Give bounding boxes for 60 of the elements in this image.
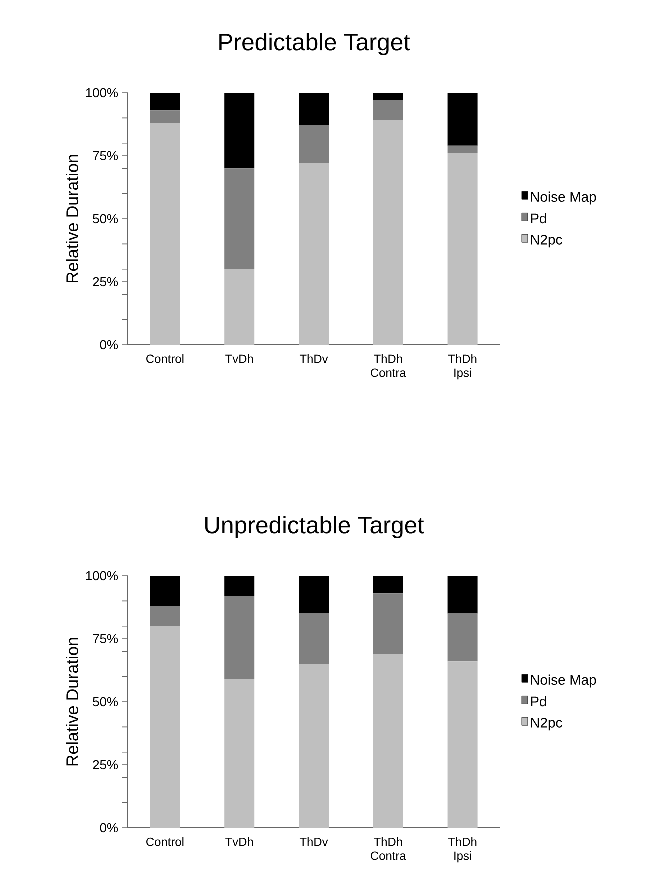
bar <box>224 269 255 345</box>
bar <box>150 110 180 124</box>
chart-title: Unpredictable Target <box>206 516 424 539</box>
y-tick-label: 25% <box>93 760 118 770</box>
y-tick-label: 0% <box>100 823 118 833</box>
bar <box>373 100 404 121</box>
bar <box>448 92 478 146</box>
x-tick-label: Control <box>146 838 184 846</box>
x-tick-label: ThDh Contra <box>371 838 406 860</box>
y-tick-label: 50% <box>93 214 118 224</box>
bar <box>299 614 329 664</box>
bar <box>224 576 255 596</box>
legend-label: Noise Map <box>531 674 596 688</box>
bar <box>448 153 478 345</box>
bar <box>448 662 478 828</box>
y-axis-title: Relative Duration <box>66 638 79 766</box>
bar <box>448 576 478 614</box>
bar <box>373 120 404 345</box>
x-tick-label: ThDv <box>300 838 328 846</box>
bar <box>150 576 180 606</box>
x-tick-label: ThDh Ipsi <box>448 354 477 380</box>
y-tick-label: 75% <box>93 151 118 161</box>
bar <box>299 92 329 126</box>
bar <box>373 92 404 101</box>
y-tick-label: 25% <box>93 277 118 287</box>
x-tick-label: ThDh Contra <box>371 354 406 378</box>
bar <box>448 146 478 154</box>
chart-title: Predictable Target <box>220 33 410 56</box>
bar <box>299 164 329 345</box>
legend-label: N2pc <box>531 718 562 731</box>
legend-label: Pd <box>531 213 546 224</box>
bar <box>299 664 329 828</box>
y-tick-label: 0% <box>100 340 118 350</box>
bar <box>224 92 255 169</box>
bar <box>150 626 180 828</box>
x-tick-label: ThDv <box>300 354 328 364</box>
y-tick-label: 100% <box>86 571 118 581</box>
bar <box>224 679 255 828</box>
bar <box>224 168 255 270</box>
x-tick-label: TvDh <box>226 354 254 364</box>
y-axis-title: Relative Duration <box>66 155 79 283</box>
bar <box>448 614 478 662</box>
bar <box>373 654 404 828</box>
bar <box>299 126 329 164</box>
bar <box>299 576 329 614</box>
legend-label: Noise Map <box>531 192 596 205</box>
y-tick-label: 100% <box>86 88 118 98</box>
y-tick-label: 50% <box>93 697 118 707</box>
bar <box>373 594 404 654</box>
x-tick-label: TvDh <box>226 838 254 846</box>
legend-label: N2pc <box>531 234 562 248</box>
x-tick-label: Control <box>146 354 184 364</box>
bar <box>150 606 180 626</box>
y-tick-label: 75% <box>93 634 118 644</box>
bar <box>224 596 255 680</box>
bar <box>373 576 404 594</box>
legend-label: Pd <box>531 696 546 707</box>
bar <box>150 123 180 345</box>
x-tick-label: ThDh Ipsi <box>448 838 477 863</box>
bar <box>150 92 180 111</box>
